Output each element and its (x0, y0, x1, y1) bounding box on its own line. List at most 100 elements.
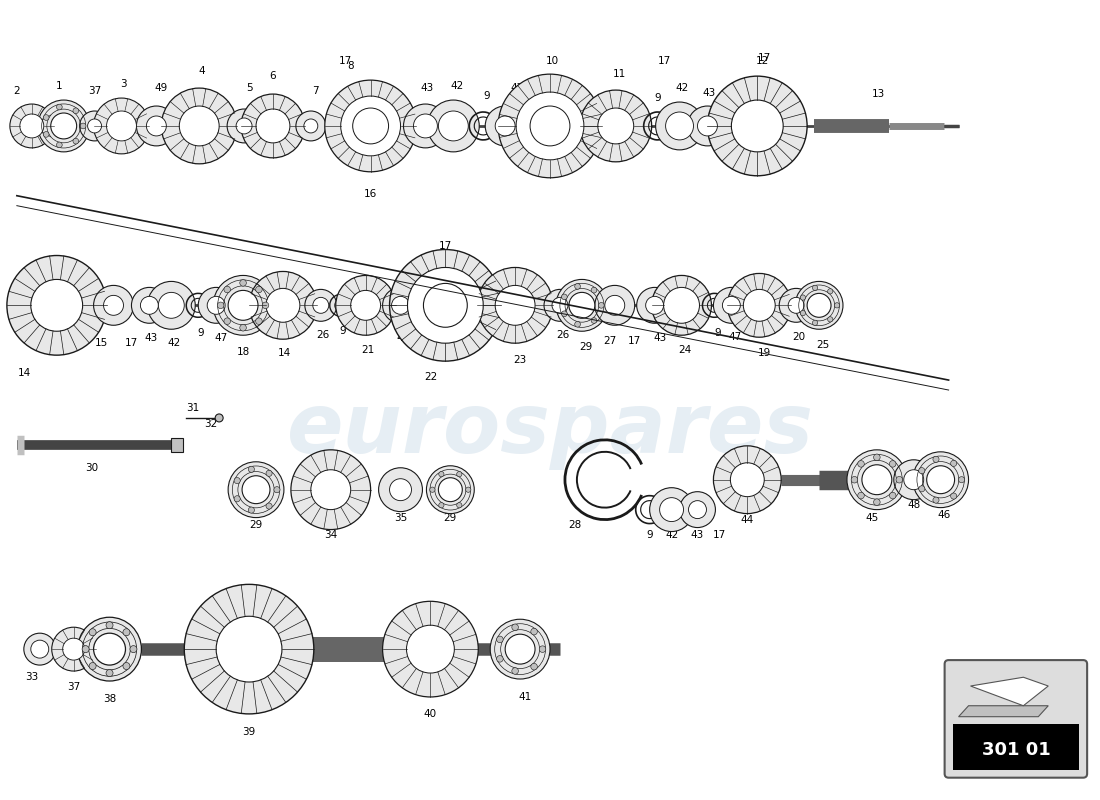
Circle shape (531, 663, 538, 670)
Circle shape (847, 450, 906, 510)
Circle shape (94, 98, 150, 154)
Circle shape (198, 287, 234, 323)
Circle shape (78, 618, 142, 681)
Circle shape (424, 283, 468, 327)
Circle shape (147, 282, 195, 330)
Circle shape (228, 462, 284, 518)
Circle shape (392, 296, 409, 314)
Circle shape (561, 311, 568, 317)
Circle shape (266, 470, 272, 476)
Circle shape (185, 584, 314, 714)
Circle shape (512, 624, 518, 630)
Text: 17: 17 (439, 241, 452, 250)
Circle shape (262, 302, 268, 309)
Text: 5: 5 (245, 83, 252, 93)
Circle shape (123, 662, 130, 670)
Circle shape (427, 466, 474, 514)
Circle shape (496, 636, 503, 642)
Polygon shape (958, 706, 1048, 717)
Circle shape (290, 450, 371, 530)
Text: 37: 37 (67, 682, 80, 692)
Circle shape (439, 478, 462, 502)
Text: 44: 44 (740, 514, 754, 525)
Text: 47: 47 (728, 332, 743, 342)
Circle shape (383, 602, 478, 697)
Circle shape (689, 501, 706, 518)
Circle shape (389, 478, 411, 501)
Text: 9: 9 (483, 91, 490, 101)
Text: 49: 49 (155, 83, 168, 93)
Circle shape (539, 646, 546, 653)
Circle shape (933, 456, 939, 462)
Circle shape (266, 288, 300, 322)
Text: 25: 25 (816, 340, 829, 350)
Text: 42: 42 (666, 530, 679, 539)
Circle shape (123, 629, 130, 636)
Circle shape (428, 100, 480, 152)
Circle shape (890, 461, 896, 467)
Circle shape (913, 452, 968, 508)
Circle shape (707, 76, 807, 176)
Circle shape (37, 100, 89, 152)
Text: 42: 42 (451, 81, 464, 91)
Circle shape (236, 118, 252, 134)
Bar (172, 438, 184, 452)
Circle shape (130, 646, 138, 653)
Text: 12: 12 (756, 56, 769, 66)
Text: 34: 34 (324, 530, 338, 539)
Text: 41: 41 (518, 692, 531, 702)
Text: 40: 40 (424, 709, 437, 719)
Circle shape (88, 119, 101, 133)
Circle shape (680, 492, 715, 527)
Circle shape (926, 466, 955, 494)
Circle shape (605, 295, 625, 315)
Circle shape (660, 498, 683, 522)
Circle shape (495, 286, 535, 326)
Circle shape (556, 279, 608, 331)
Polygon shape (970, 678, 1048, 706)
Circle shape (516, 92, 584, 160)
Circle shape (827, 317, 833, 322)
Circle shape (456, 471, 462, 477)
Circle shape (795, 282, 843, 330)
Text: 29: 29 (443, 513, 456, 522)
Circle shape (82, 646, 89, 653)
Circle shape (544, 290, 576, 322)
Circle shape (31, 279, 82, 331)
Circle shape (249, 271, 317, 339)
Circle shape (439, 111, 469, 141)
Circle shape (10, 104, 54, 148)
Circle shape (207, 296, 226, 314)
Circle shape (234, 496, 240, 502)
Circle shape (505, 634, 535, 664)
Circle shape (714, 446, 781, 514)
Circle shape (496, 655, 503, 662)
Text: 9: 9 (197, 328, 204, 338)
Text: 43: 43 (421, 83, 434, 93)
Text: 47: 47 (214, 334, 228, 343)
Circle shape (531, 628, 538, 635)
Circle shape (495, 116, 515, 136)
Circle shape (324, 80, 417, 172)
Circle shape (813, 320, 817, 326)
Circle shape (158, 292, 185, 318)
Circle shape (430, 487, 434, 492)
Text: 9: 9 (654, 93, 661, 103)
Circle shape (414, 114, 438, 138)
Circle shape (835, 302, 839, 308)
Circle shape (79, 111, 110, 141)
Text: 37: 37 (88, 86, 101, 96)
Circle shape (491, 619, 550, 679)
Circle shape (918, 486, 925, 492)
Text: 43: 43 (703, 88, 716, 98)
Circle shape (404, 104, 448, 148)
Circle shape (666, 112, 693, 140)
Circle shape (224, 286, 231, 293)
Circle shape (591, 287, 597, 293)
Circle shape (456, 502, 462, 508)
Text: 42: 42 (675, 83, 690, 93)
Circle shape (136, 106, 176, 146)
Circle shape (378, 468, 422, 512)
Circle shape (51, 113, 77, 139)
Circle shape (20, 114, 44, 138)
